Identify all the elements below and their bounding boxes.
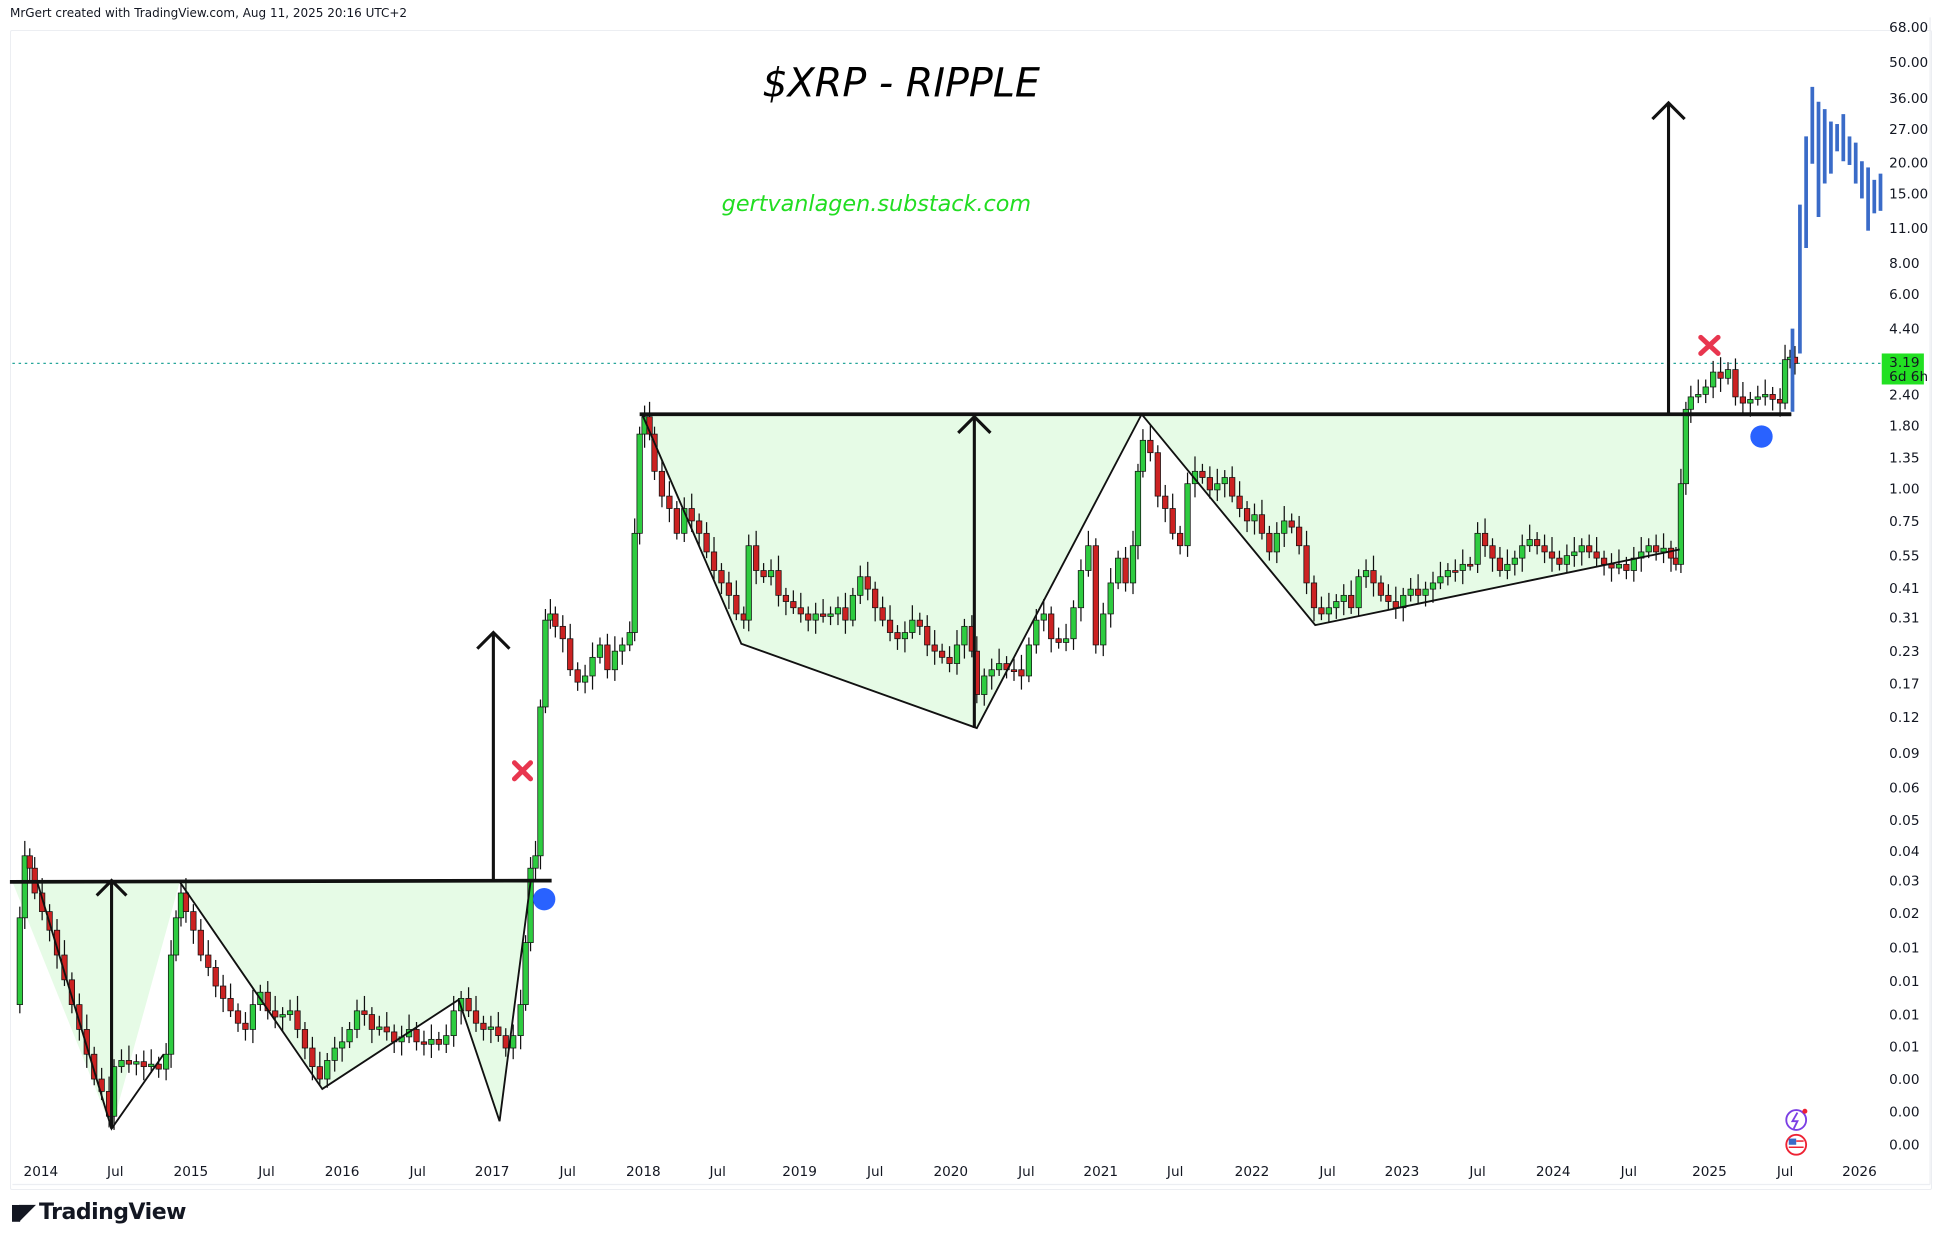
price-tick-label: 0.01 [1889, 974, 1919, 990]
price-tick-label: 0.31 [1889, 611, 1919, 627]
price-tick-label: 50.00 [1889, 55, 1928, 71]
chart-title: $XRP - RIPPLE [762, 61, 1040, 107]
time-tick-label: Jul [709, 1164, 726, 1180]
price-tick-label: 2.40 [1889, 387, 1919, 403]
time-tick-label: 2026 [1842, 1164, 1877, 1180]
time-tick-label: Jul [409, 1164, 426, 1180]
time-tick-label: Jul [1620, 1164, 1637, 1180]
x-marker-2025 [1698, 334, 1721, 356]
price-tick-label: 1.80 [1889, 418, 1919, 434]
chart-credit: MrGert created with TradingView.com, Aug… [10, 6, 408, 20]
time-tick-label: Jul [1017, 1164, 1034, 1180]
price-tick-label: 0.04 [1889, 844, 1919, 860]
tradingview-mark-icon: ▮◤ [10, 1200, 36, 1225]
time-tick-label: 2016 [325, 1164, 360, 1180]
time-tick-label: Jul [257, 1164, 274, 1180]
time-tick-label: 2023 [1385, 1164, 1420, 1180]
cup-pattern-fills [12, 414, 1686, 1129]
alert-bolt-icon[interactable] [1785, 1108, 1808, 1131]
time-tick-label: Jul [1166, 1164, 1183, 1180]
time-tick-label: 2018 [626, 1164, 661, 1180]
current-price-tag: 3.19 6d 6h [1881, 353, 1928, 385]
time-tick-label: 2014 [24, 1164, 59, 1180]
tradingview-logo[interactable]: ▮◤ TradingView [10, 1200, 186, 1225]
price-tick-label: 0.55 [1889, 549, 1919, 565]
x-marker-2017 [511, 760, 534, 782]
substack-link[interactable]: gertvanlagen.substack.com [722, 191, 1031, 217]
price-tick-label: 0.41 [1889, 581, 1919, 597]
time-tick-label: Jul [559, 1164, 576, 1180]
price-tick-label: 0.00 [1889, 1104, 1919, 1120]
price-tick-label: 0.01 [1889, 1008, 1919, 1024]
time-tick-label: 2019 [782, 1164, 817, 1180]
price-tick-label: 0.01 [1889, 941, 1919, 957]
price-tick-label: 0.12 [1889, 710, 1919, 726]
time-tick-label: Jul [1318, 1164, 1335, 1180]
bar-countdown: 6d 6h [1889, 369, 1928, 385]
chart-frame [10, 30, 1932, 1190]
projection-bars [1790, 86, 1883, 412]
price-tick-label: 0.05 [1889, 813, 1919, 829]
time-tick-label: 2021 [1083, 1164, 1118, 1180]
time-axis[interactable]: 2014 Jul 2015 Jul 2016 Jul 2017 Jul 2018 Jul 2019 J… [24, 1164, 1877, 1180]
price-tick-label: 0.01 [1889, 1040, 1919, 1056]
dot-marker-2025 [1750, 425, 1773, 448]
price-tick-label: 1.00 [1889, 482, 1919, 498]
price-tick-label: 4.40 [1889, 322, 1919, 338]
time-tick-label: Jul [106, 1164, 123, 1180]
price-tick-label: 0.75 [1889, 514, 1919, 530]
price-tick-label: 0.23 [1889, 644, 1919, 660]
tradingview-wordmark: TradingView [39, 1200, 186, 1225]
time-tick-label: 2020 [933, 1164, 968, 1180]
price-tick-label: 15.00 [1889, 186, 1928, 202]
time-tick-label: Jul [1468, 1164, 1485, 1180]
us-flag-icon[interactable] [1785, 1133, 1808, 1156]
dot-marker-2017 [533, 888, 556, 911]
time-tick-label: 2025 [1692, 1164, 1727, 1180]
time-tick-label: 2022 [1235, 1164, 1270, 1180]
price-tick-label: 0.00 [1889, 1138, 1919, 1154]
price-tick-label: 27.00 [1889, 122, 1928, 138]
current-price-value: 3.19 [1889, 355, 1919, 371]
price-tick-label: 0.06 [1889, 781, 1919, 797]
price-tick-label: 0.02 [1889, 906, 1919, 922]
price-tick-label: 11.00 [1889, 221, 1928, 237]
time-tick-label: 2017 [475, 1164, 510, 1180]
price-tick-label: 20.00 [1889, 155, 1928, 171]
price-tick-label: 6.00 [1889, 287, 1919, 303]
time-tick-label: 2015 [174, 1164, 209, 1180]
price-tick-label: 36.00 [1889, 91, 1928, 107]
price-tick-label: 68.00 [1889, 20, 1928, 36]
price-tick-label: 0.17 [1889, 676, 1919, 692]
price-axis[interactable]: 68.00 50.00 36.00 27.00 20.00 15.00 11.00 8.00 6… [1889, 20, 1928, 1153]
price-tick-label: 0.00 [1889, 1072, 1919, 1088]
time-tick-label: Jul [866, 1164, 883, 1180]
pattern-lines [9, 412, 1792, 1131]
price-tick-label: 0.09 [1889, 746, 1919, 762]
measured-move-arrows [95, 100, 1686, 1129]
time-tick-label: Jul [1776, 1164, 1793, 1180]
candles [16, 344, 1799, 1130]
price-tick-label: 1.35 [1889, 451, 1919, 467]
price-tick-label: 8.00 [1889, 256, 1919, 272]
time-tick-label: 2024 [1536, 1164, 1571, 1180]
price-tick-label: 0.03 [1889, 874, 1919, 890]
